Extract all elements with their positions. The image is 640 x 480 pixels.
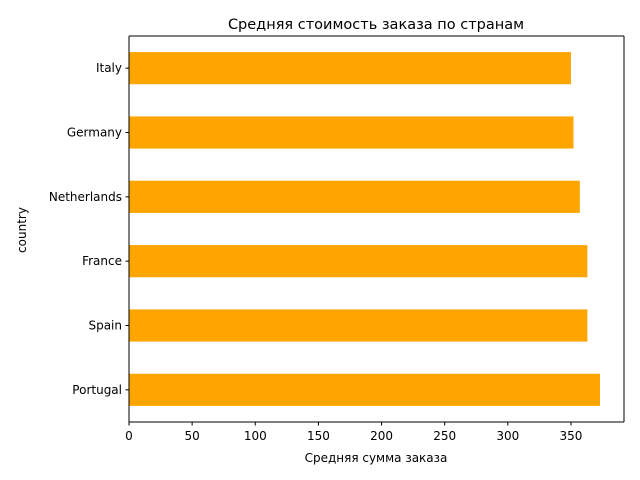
- bar-france: [129, 245, 588, 278]
- x-tick-label: 150: [307, 429, 330, 443]
- x-tick-label: 0: [125, 429, 133, 443]
- x-axis-ticks: 0 50 100 150 200 250 300 350: [125, 422, 582, 443]
- y-tick-label: Netherlands: [49, 190, 122, 204]
- chart-title: Средняя стоимость заказа по странам: [228, 17, 524, 33]
- x-tick-label: 200: [370, 429, 393, 443]
- x-tick-label: 350: [560, 429, 583, 443]
- bar-spain: [129, 309, 588, 342]
- bars-group: [129, 52, 601, 406]
- y-tick-label: Germany: [67, 126, 122, 140]
- y-tick-label: France: [82, 254, 122, 268]
- bar-portugal: [129, 373, 601, 406]
- x-tick-label: 300: [496, 429, 519, 443]
- bar-germany: [129, 116, 574, 149]
- x-tick-label: 250: [433, 429, 456, 443]
- bar-italy: [129, 52, 571, 85]
- y-axis-ticks: Portugal Spain France Netherlands Germany Ita…: [49, 61, 129, 397]
- x-axis-title: Средняя сумма заказа: [305, 451, 448, 465]
- x-tick-label: 100: [244, 429, 267, 443]
- x-tick-label: 50: [184, 429, 199, 443]
- y-tick-label: Portugal: [72, 383, 122, 397]
- bar-netherlands: [129, 180, 580, 213]
- y-tick-label: Italy: [96, 61, 122, 75]
- y-axis-title: country: [15, 207, 29, 253]
- y-tick-label: Spain: [88, 319, 122, 333]
